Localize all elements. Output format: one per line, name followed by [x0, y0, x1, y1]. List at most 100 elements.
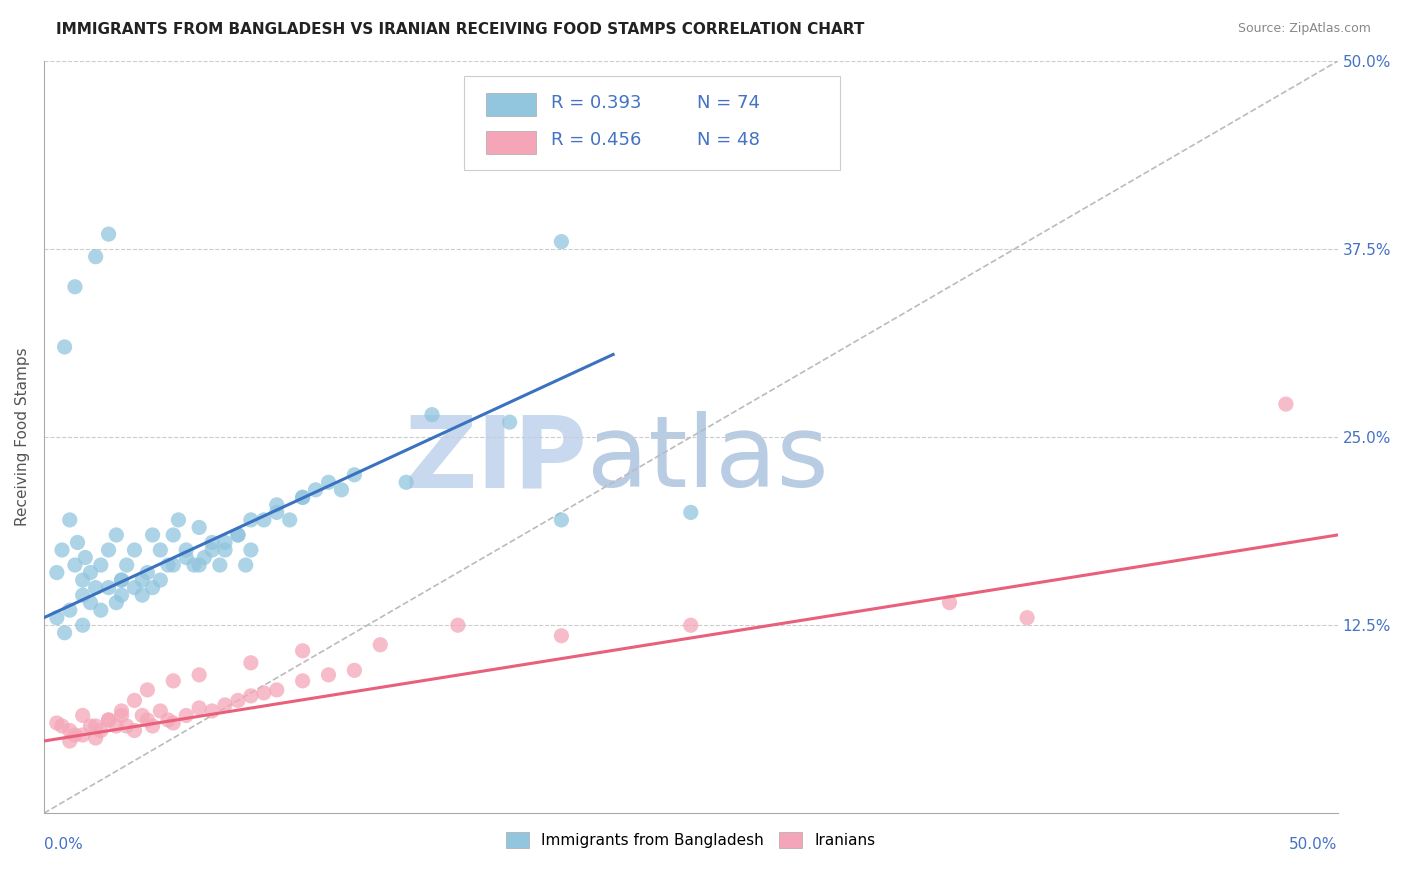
Point: [59, 603, 82, 617]
Point: [131, 708, 153, 723]
Point: [79, 596, 101, 610]
Point: [124, 723, 146, 738]
Text: R = 0.393: R = 0.393: [551, 94, 641, 112]
Point: [124, 581, 146, 595]
Point: [174, 708, 197, 723]
Point: [72, 588, 94, 602]
Point: [193, 550, 215, 565]
Point: [214, 543, 236, 558]
Point: [226, 693, 249, 707]
Point: [105, 596, 128, 610]
Point: [97, 227, 120, 241]
Point: [79, 719, 101, 733]
Point: [45, 566, 67, 580]
Point: [157, 558, 180, 572]
Point: [162, 528, 184, 542]
Text: Source: ZipAtlas.com: Source: ZipAtlas.com: [1237, 22, 1371, 36]
Bar: [486, 94, 536, 116]
Point: [1275, 397, 1298, 411]
Legend: Immigrants from Bangladesh, Iranians: Immigrants from Bangladesh, Iranians: [501, 826, 882, 855]
Point: [266, 498, 288, 512]
Point: [239, 689, 262, 703]
Point: [110, 708, 132, 723]
Point: [188, 668, 211, 682]
Point: [214, 698, 236, 712]
Point: [239, 513, 262, 527]
Point: [550, 629, 572, 643]
Point: [266, 505, 288, 519]
Point: [136, 713, 159, 727]
Point: [368, 638, 391, 652]
Point: [59, 734, 82, 748]
Text: R = 0.456: R = 0.456: [551, 131, 641, 149]
Point: [318, 475, 340, 490]
Y-axis label: Receiving Food Stamps: Receiving Food Stamps: [15, 348, 30, 526]
Point: [115, 719, 138, 733]
Point: [110, 573, 132, 587]
Point: [201, 704, 224, 718]
Point: [115, 558, 138, 572]
Point: [72, 728, 94, 742]
Point: [239, 543, 262, 558]
Text: ZIP: ZIP: [405, 411, 588, 508]
Point: [97, 713, 120, 727]
Point: [142, 719, 165, 733]
Point: [157, 713, 180, 727]
Point: [97, 713, 120, 727]
Point: [124, 543, 146, 558]
Point: [63, 279, 86, 293]
Point: [97, 543, 120, 558]
Point: [72, 708, 94, 723]
Point: [226, 528, 249, 542]
Text: IMMIGRANTS FROM BANGLADESH VS IRANIAN RECEIVING FOOD STAMPS CORRELATION CHART: IMMIGRANTS FROM BANGLADESH VS IRANIAN RE…: [56, 22, 865, 37]
Point: [75, 550, 97, 565]
Point: [149, 704, 172, 718]
Point: [110, 704, 132, 718]
Text: 0.0%: 0.0%: [44, 838, 83, 852]
Point: [188, 701, 211, 715]
Point: [53, 340, 76, 354]
Point: [63, 558, 86, 572]
Point: [90, 723, 112, 738]
Point: [214, 535, 236, 549]
Text: atlas: atlas: [588, 411, 830, 508]
Point: [188, 558, 211, 572]
Point: [208, 558, 231, 572]
Point: [131, 573, 153, 587]
Point: [149, 543, 172, 558]
Point: [105, 719, 128, 733]
Point: [679, 618, 702, 632]
Point: [45, 716, 67, 731]
Point: [318, 668, 340, 682]
Point: [253, 686, 276, 700]
Point: [1017, 610, 1039, 624]
Text: 50.0%: 50.0%: [1289, 838, 1337, 852]
Point: [330, 483, 353, 497]
Point: [110, 573, 132, 587]
Point: [142, 581, 165, 595]
Point: [550, 235, 572, 249]
Point: [343, 663, 366, 677]
Point: [63, 728, 86, 742]
Point: [136, 682, 159, 697]
Point: [53, 625, 76, 640]
Point: [395, 475, 418, 490]
Point: [84, 731, 107, 745]
Point: [142, 528, 165, 542]
Point: [84, 719, 107, 733]
Point: [183, 558, 205, 572]
Point: [291, 491, 314, 505]
Point: [447, 618, 470, 632]
Point: [278, 513, 301, 527]
Point: [72, 618, 94, 632]
Point: [51, 543, 73, 558]
Point: [235, 558, 257, 572]
Point: [174, 543, 197, 558]
Point: [59, 513, 82, 527]
Point: [162, 716, 184, 731]
Point: [291, 673, 314, 688]
Point: [84, 581, 107, 595]
Bar: [486, 131, 536, 153]
Point: [201, 543, 224, 558]
Point: [253, 513, 276, 527]
